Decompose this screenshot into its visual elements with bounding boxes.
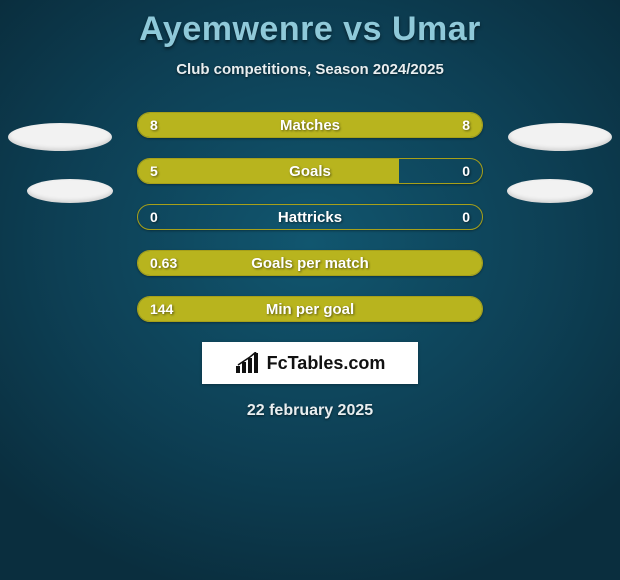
stat-label: Goals per match xyxy=(138,251,482,275)
stat-right-value: 8 xyxy=(462,113,470,137)
stat-row: 8Matches8 xyxy=(137,112,483,138)
stat-label: Matches xyxy=(138,113,482,137)
page-title: Ayemwenre vs Umar xyxy=(0,10,620,49)
stat-row: 0.63Goals per match xyxy=(137,250,483,276)
stat-label: Min per goal xyxy=(138,297,482,321)
left-player-oval xyxy=(27,179,113,203)
brand-badge: FcTables.com xyxy=(202,342,418,384)
stat-label: Hattricks xyxy=(138,205,482,229)
fctables-logo-icon xyxy=(235,352,261,374)
subtitle: Club competitions, Season 2024/2025 xyxy=(0,61,620,78)
stat-row: 0Hattricks0 xyxy=(137,204,483,230)
right-player-oval xyxy=(507,179,593,203)
stat-row: 144Min per goal xyxy=(137,296,483,322)
stat-row: 5Goals0 xyxy=(137,158,483,184)
stat-right-value: 0 xyxy=(462,159,470,183)
left-player-oval xyxy=(8,123,112,151)
stat-right-value: 0 xyxy=(462,205,470,229)
comparison-infographic: Ayemwenre vs Umar Club competitions, Sea… xyxy=(0,0,620,580)
stat-label: Goals xyxy=(138,159,482,183)
right-player-oval xyxy=(508,123,612,151)
date-label: 22 february 2025 xyxy=(0,402,620,420)
brand-text: FcTables.com xyxy=(267,353,386,374)
